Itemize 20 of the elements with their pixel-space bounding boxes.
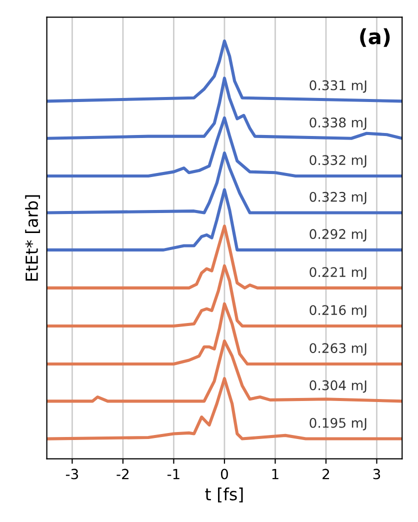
x-axis-title: t [fs] — [205, 488, 243, 502]
series-label: 0.338 mJ — [310, 117, 366, 130]
x-tick-label: -2 — [116, 468, 128, 480]
series-label: 0.304 mJ — [310, 380, 366, 393]
series-label: 0.332 mJ — [310, 155, 366, 168]
series-label: 0.263 mJ — [310, 343, 366, 356]
series-label: 0.221 mJ — [310, 267, 366, 280]
annotation: (a) — [360, 28, 390, 47]
x-tick-label: 1 — [272, 468, 278, 480]
x-tick-label: 2 — [322, 468, 330, 480]
x-tick-label: -1 — [167, 468, 180, 480]
x-tick-label: -3 — [66, 468, 78, 480]
series-label: 0.195 mJ — [310, 418, 366, 430]
x-tick-label: 0 — [220, 468, 228, 480]
series-label: 0.331 mJ — [310, 80, 366, 93]
x-tick-label: 3 — [373, 468, 380, 480]
series-label: 0.323 mJ — [310, 192, 366, 204]
series-label: 0.216 mJ — [310, 305, 366, 318]
y-axis-title: EtEt* [arb] — [25, 195, 40, 281]
series-label: 0.292 mJ — [310, 229, 366, 242]
